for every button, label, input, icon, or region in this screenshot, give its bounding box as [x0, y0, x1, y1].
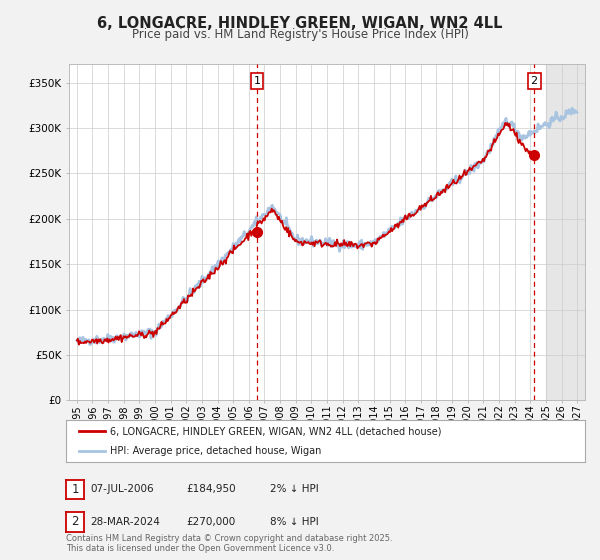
Text: Price paid vs. HM Land Registry's House Price Index (HPI): Price paid vs. HM Land Registry's House …	[131, 28, 469, 41]
Text: 2: 2	[530, 76, 538, 86]
Text: 6, LONGACRE, HINDLEY GREEN, WIGAN, WN2 4LL (detached house): 6, LONGACRE, HINDLEY GREEN, WIGAN, WN2 4…	[110, 426, 442, 436]
Text: 07-JUL-2006: 07-JUL-2006	[90, 484, 154, 494]
Text: £270,000: £270,000	[186, 517, 235, 527]
Text: 8% ↓ HPI: 8% ↓ HPI	[270, 517, 319, 527]
Text: HPI: Average price, detached house, Wigan: HPI: Average price, detached house, Wiga…	[110, 446, 322, 456]
Text: Contains HM Land Registry data © Crown copyright and database right 2025.
This d: Contains HM Land Registry data © Crown c…	[66, 534, 392, 553]
Text: 2: 2	[71, 515, 79, 529]
Text: £184,950: £184,950	[186, 484, 236, 494]
Text: 2% ↓ HPI: 2% ↓ HPI	[270, 484, 319, 494]
Text: 1: 1	[253, 76, 260, 86]
Text: 28-MAR-2024: 28-MAR-2024	[90, 517, 160, 527]
Bar	[546, 64, 585, 400]
Text: 1: 1	[71, 483, 79, 496]
Text: 6, LONGACRE, HINDLEY GREEN, WIGAN, WN2 4LL: 6, LONGACRE, HINDLEY GREEN, WIGAN, WN2 4…	[97, 16, 503, 31]
